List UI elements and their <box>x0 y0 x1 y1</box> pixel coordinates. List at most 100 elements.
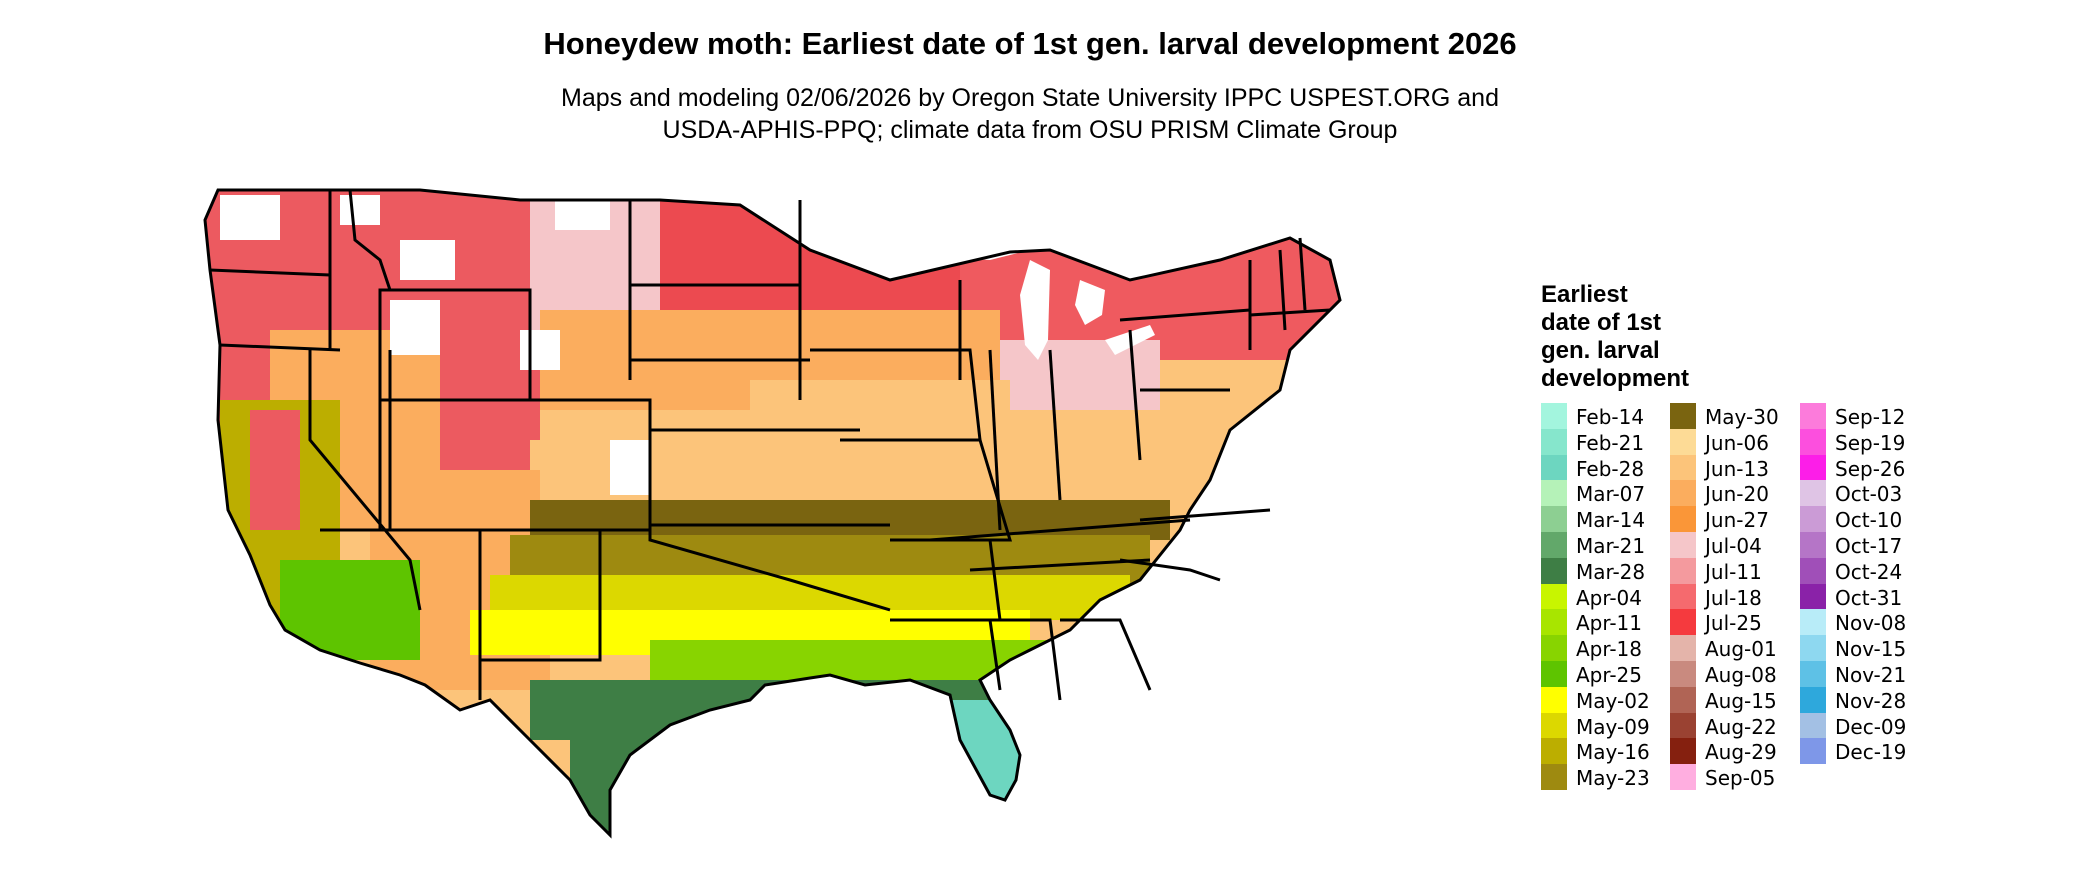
legend-label: Sep-05 <box>1705 766 1776 791</box>
border-va-nc <box>1139 508 1271 522</box>
legend-label: May-09 <box>1576 714 1650 739</box>
legend-label: Mar-21 <box>1576 533 1646 558</box>
legend-label: Apr-18 <box>1576 637 1642 662</box>
lake-huron <box>1075 280 1105 325</box>
legend-swatch <box>1541 506 1567 533</box>
legend-swatch <box>1670 557 1696 584</box>
region-south-band-1 <box>530 500 1170 540</box>
legend-swatch <box>1670 660 1696 687</box>
legend-swatch <box>1670 712 1696 739</box>
border-wa-or <box>209 268 331 277</box>
legend-swatch <box>1541 480 1567 507</box>
legend-title-line: Earliest <box>1541 281 1628 308</box>
legend-label: Oct-17 <box>1835 533 1903 558</box>
legend-label: Sep-12 <box>1835 405 1906 429</box>
legend-label: Oct-24 <box>1835 559 1903 584</box>
border-nm-tx <box>480 530 602 662</box>
legend-label: Jul-25 <box>1705 611 1762 636</box>
border-ny-pa <box>1119 308 1251 322</box>
legend-swatch <box>1541 686 1567 713</box>
legend-title-line: date of 1st <box>1541 309 1662 336</box>
legend-swatch <box>1800 531 1826 558</box>
region-sierra <box>250 410 300 530</box>
legend-label: Aug-22 <box>1705 714 1777 739</box>
border-oh-pa <box>1128 329 1142 461</box>
legend-swatch <box>1541 583 1567 610</box>
border-vt-nh <box>1278 249 1287 331</box>
legend-swatch <box>1541 609 1567 636</box>
legend-swatch <box>1670 764 1696 791</box>
legend-label: May-02 <box>1576 688 1650 713</box>
legend-label: Jun-13 <box>1705 456 1769 481</box>
border-ca-nv <box>308 350 422 611</box>
region-texas-coast <box>570 720 690 835</box>
legend-label: Nov-15 <box>1835 637 1907 662</box>
border-ma <box>1249 308 1331 317</box>
legend-swatch <box>1541 403 1567 429</box>
state-borders <box>203 188 1342 839</box>
legend-label: Jun-20 <box>1705 482 1769 507</box>
us-map <box>203 188 1342 839</box>
legend-swatch <box>1670 480 1696 507</box>
lake-michigan <box>1020 260 1050 360</box>
legend-label: Oct-03 <box>1835 482 1903 507</box>
legend-swatch <box>1541 428 1567 455</box>
legend-label: Feb-28 <box>1576 456 1645 481</box>
legend-swatch <box>1800 686 1826 713</box>
border-or-ca <box>219 343 341 352</box>
legend-label: Oct-10 <box>1835 508 1903 533</box>
legend-swatch <box>1541 660 1567 687</box>
legend-label: Aug-08 <box>1705 662 1777 687</box>
legend-swatch <box>1541 557 1567 584</box>
great-lakes-water <box>930 238 1155 360</box>
legend-label: Aug-01 <box>1705 637 1777 662</box>
legend-label: Apr-25 <box>1576 662 1642 687</box>
legend-swatch <box>1800 609 1826 636</box>
border-ok-tx <box>648 525 891 612</box>
legend-swatch <box>1670 635 1696 662</box>
legend-title-line: gen. larval <box>1541 337 1660 364</box>
border-in-oh <box>1048 349 1062 501</box>
snow-patch-2 <box>340 195 380 225</box>
legend-label: Jul-11 <box>1705 559 1762 584</box>
legend-title: Earliest date of 1st gen. larval develop… <box>1541 281 1689 393</box>
legend-label: Sep-19 <box>1835 430 1906 455</box>
legend-label: Dec-09 <box>1835 714 1907 739</box>
legend-title-line: development <box>1541 365 1690 392</box>
legend-label: Jun-06 <box>1705 430 1769 455</box>
legend-swatch <box>1541 764 1567 791</box>
legend-label: Apr-11 <box>1576 611 1642 636</box>
border-me <box>1298 237 1307 311</box>
border-ms-al <box>990 618 1062 701</box>
border-il-in <box>988 349 1002 531</box>
us-outline <box>203 188 1342 839</box>
legend-label: Feb-21 <box>1576 430 1645 455</box>
legend-swatch <box>1541 635 1567 662</box>
legend-label: Nov-21 <box>1835 662 1907 687</box>
map-subtitle-line1: Maps and modeling 02/06/2026 by Oregon S… <box>561 84 1499 112</box>
legend-swatch <box>1541 454 1567 481</box>
legend-label: May-30 <box>1705 405 1779 429</box>
legend-swatch <box>1800 557 1826 584</box>
legend-label: May-16 <box>1576 740 1650 765</box>
legend-label: Mar-28 <box>1576 559 1646 584</box>
legend-swatch <box>1670 428 1696 455</box>
legend-label: Nov-28 <box>1835 688 1907 713</box>
legend-swatch <box>1800 712 1826 739</box>
map-subtitle-line2: USDA-APHIS-PPQ; climate data from OSU PR… <box>662 116 1398 144</box>
legend-swatch <box>1541 738 1567 765</box>
legend-label: Mar-07 <box>1576 482 1646 507</box>
legend-swatch <box>1541 531 1567 558</box>
snow-patch-4 <box>390 300 440 355</box>
snow-patch-6 <box>555 190 610 230</box>
border-tn-ky <box>929 518 1191 542</box>
legend-swatch <box>1800 583 1826 610</box>
legend-label: Jul-04 <box>1705 533 1762 558</box>
legend-label: Mar-14 <box>1576 508 1646 533</box>
legend-swatch <box>1670 609 1696 636</box>
legend-swatch <box>1800 738 1826 765</box>
legend-swatch <box>1670 454 1696 481</box>
legend-swatch <box>1670 506 1696 533</box>
legend-swatch <box>1800 403 1826 429</box>
legend-swatch <box>1670 686 1696 713</box>
